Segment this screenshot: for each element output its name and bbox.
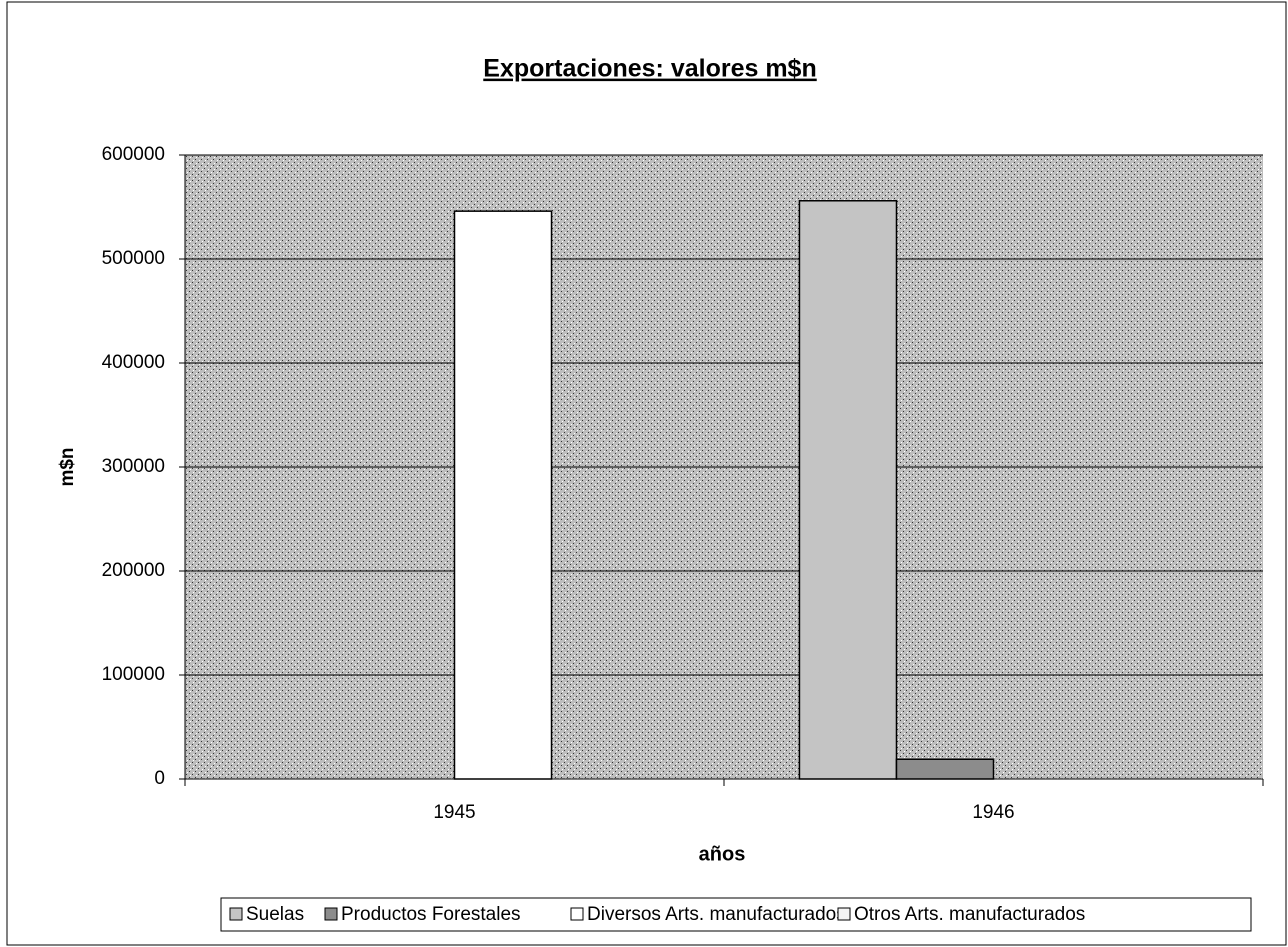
x-tick-label: 1945 xyxy=(433,802,475,823)
legend-box xyxy=(220,897,1252,932)
y-tick-label: 400000 xyxy=(102,352,165,373)
legend-swatch xyxy=(570,907,584,921)
bar xyxy=(453,210,553,780)
legend-label: Suelas xyxy=(246,904,304,925)
y-tick-label: 600000 xyxy=(102,144,165,165)
y-tick-label: 300000 xyxy=(102,456,165,477)
y-tick-label: 200000 xyxy=(102,560,165,581)
x-axis-label: años xyxy=(699,843,746,865)
chart-title: Exportaciones: valores m$n xyxy=(483,55,816,83)
bar xyxy=(895,758,995,780)
legend-label: Otros Arts. manufacturados xyxy=(854,904,1085,925)
legend-swatch xyxy=(324,907,338,921)
y-axis-label: m$n xyxy=(57,447,78,486)
legend-swatch xyxy=(229,907,243,921)
y-tick-label: 100000 xyxy=(102,664,165,685)
bar xyxy=(798,200,898,780)
y-tick-label: 500000 xyxy=(102,248,165,269)
legend-label: Diversos Arts. manufacturados xyxy=(587,904,846,925)
y-tick-label: 0 xyxy=(154,768,165,789)
legend-label: Productos Forestales xyxy=(341,904,521,925)
x-tick-label: 1946 xyxy=(972,802,1014,823)
legend-swatch xyxy=(837,907,851,921)
chart-border xyxy=(6,1,1287,946)
